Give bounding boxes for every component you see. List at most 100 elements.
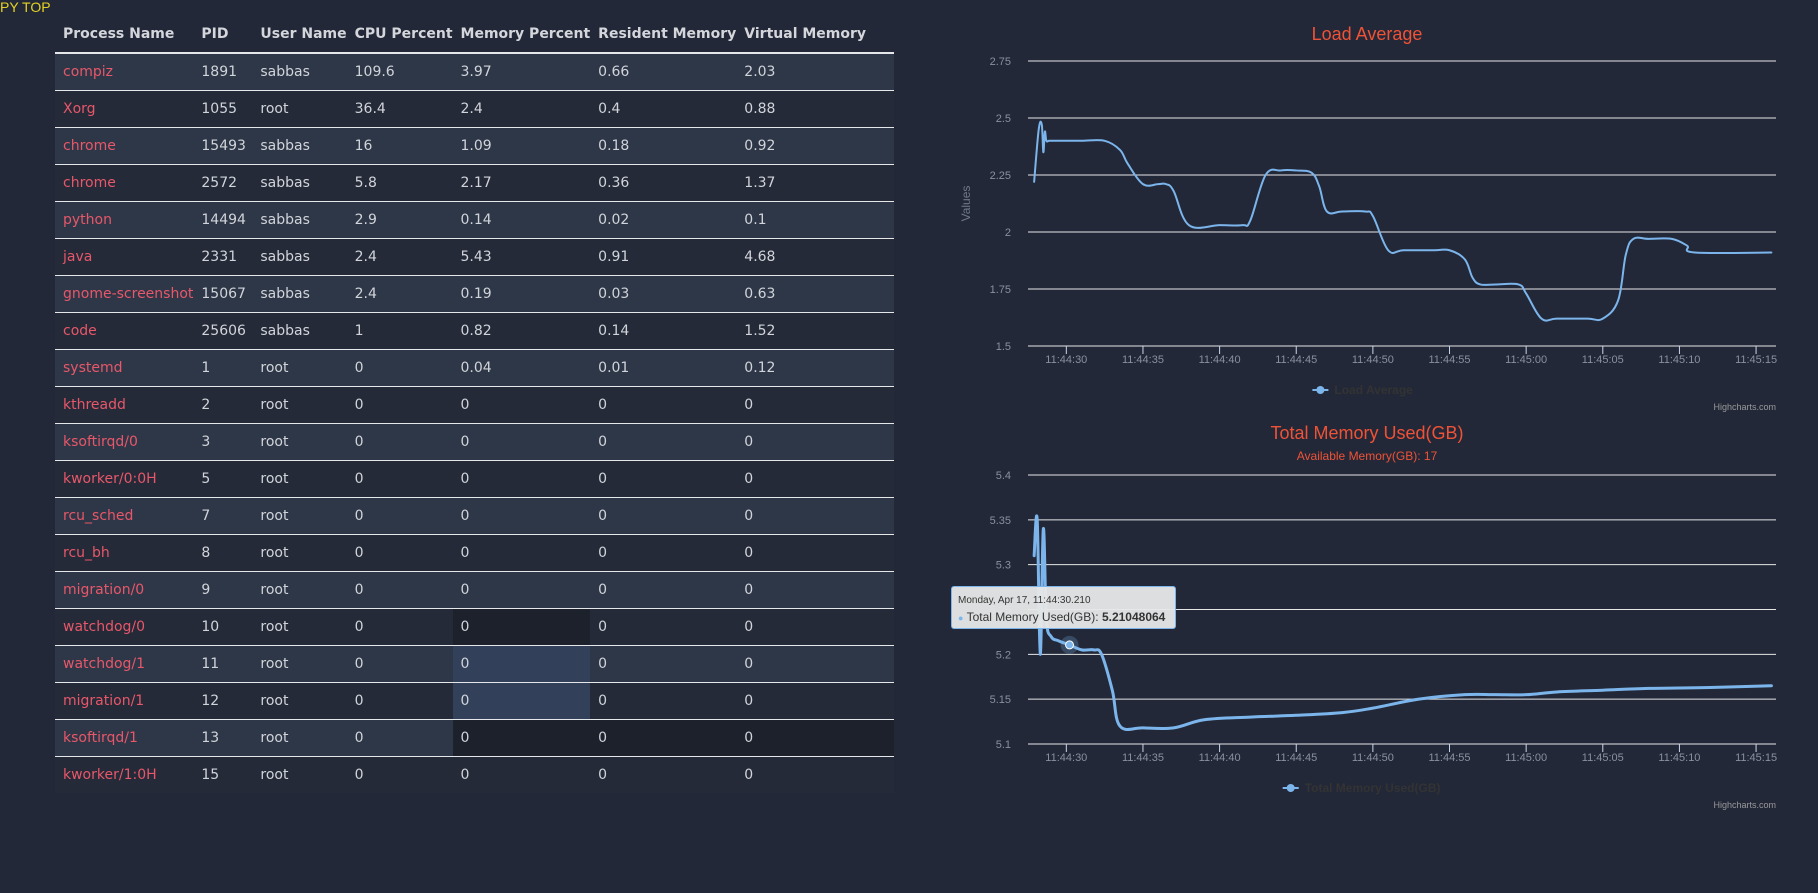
cell-cpu-percent: 0	[346, 349, 453, 387]
memory-chart-x-tick-label: 11:44:55	[1429, 752, 1471, 764]
tooltip-value: 5.21048064	[1101, 610, 1166, 624]
cell-memory-percent: 0.14	[452, 201, 591, 239]
table-row[interactable]: watchdog/1 11 root 0 0 0 0	[55, 645, 894, 683]
cell-memory-percent: 5.43	[452, 238, 591, 276]
cell-resident-memory: 0.66	[590, 52, 737, 91]
cell-process-name: systemd	[55, 349, 194, 387]
cell-resident-memory: 0.91	[590, 238, 737, 276]
memory-used-chart[interactable]: Total Memory Used(GB) Available Memory(GB…	[955, 415, 1785, 815]
table-row[interactable]: watchdog/0 10 root 0 0 0 0	[55, 608, 894, 646]
column-header-resident-memory[interactable]: Resident Memory	[590, 15, 737, 54]
cell-resident-memory: 0.14	[590, 312, 737, 350]
column-header-process-name[interactable]: Process Name	[55, 15, 194, 54]
memory-chart-x-tick-label: 11:44:45	[1275, 752, 1317, 764]
memory-chart-legend-marker-icon	[1286, 784, 1295, 792]
table-body: compiz 1891 sabbas 109.6 3.97 0.66 2.03 Xorg 105…	[55, 52, 894, 793]
cell-pid: 15493	[193, 127, 253, 165]
cell-user-name: root	[252, 90, 347, 128]
tooltip-series-dot-icon: ●	[958, 613, 964, 623]
cell-memory-percent: 0	[452, 571, 591, 609]
cell-pid: 2	[193, 386, 253, 424]
table-row[interactable]: kworker/1:0H 15 root 0 0 0 0	[55, 756, 894, 793]
cell-memory-percent: 0.82	[452, 312, 591, 350]
cell-pid: 15067	[193, 275, 253, 313]
memory-chart-y-tick-label: 5.3	[996, 560, 1011, 572]
table-row[interactable]: rcu_sched 7 root 0 0 0 0	[55, 497, 894, 535]
cell-virtual-memory: 0.63	[736, 275, 894, 313]
cell-pid: 5	[193, 460, 253, 498]
table-row[interactable]: gnome-screenshot 15067 sabbas 2.4 0.19 0.03 0.…	[55, 275, 894, 313]
tooltip-series-label: Total Memory Used(GB):	[966, 610, 1099, 624]
cell-cpu-percent: 0	[346, 386, 453, 424]
cell-virtual-memory: 4.68	[736, 238, 894, 276]
cell-resident-memory: 0.18	[590, 127, 737, 165]
table-row[interactable]: code 25606 sabbas 1 0.82 0.14 1.52	[55, 312, 894, 350]
column-header-cpu-percent[interactable]: CPU Percent	[346, 15, 453, 54]
memory-chart-x-tick-label: 11:44:30	[1045, 752, 1087, 764]
load-chart-x-tick-label: 11:44:50	[1352, 354, 1394, 366]
cell-process-name: gnome-screenshot	[55, 275, 194, 313]
cell-pid: 1891	[193, 52, 253, 91]
table-row[interactable]: python 14494 sabbas 2.9 0.14 0.02 0.1	[55, 201, 894, 239]
column-header-user-name[interactable]: User Name	[252, 15, 347, 54]
cell-memory-percent: 2.17	[452, 164, 591, 202]
memory-chart-x-tick-label: 11:44:50	[1352, 752, 1394, 764]
memory-chart-y-tick-label: 5.4	[996, 470, 1011, 482]
load-average-chart[interactable]: Load Average Values 1.5 1.75 2 2.25 2.5 2.75 11:…	[955, 15, 1785, 415]
memory-chart-y-tick-label: 5.35	[990, 515, 1011, 527]
load-chart-x-tick-label: 11:45:15	[1735, 354, 1777, 366]
cell-virtual-memory: 0	[736, 682, 894, 720]
table-row[interactable]: migration/1 12 root 0 0 0 0	[55, 682, 894, 720]
table-header-row: Process Name PID User Name CPU Percent M…	[55, 15, 894, 54]
cell-process-name: java	[55, 238, 194, 276]
cell-resident-memory: 0.02	[590, 201, 737, 239]
cell-cpu-percent: 0	[346, 719, 453, 757]
cell-cpu-percent: 2.9	[346, 201, 453, 239]
load-chart-legend-label[interactable]: Load Average	[1334, 383, 1413, 397]
cell-process-name: kworker/0:0H	[55, 460, 194, 498]
cell-user-name: sabbas	[252, 312, 347, 350]
cell-virtual-memory: 0	[736, 534, 894, 572]
cell-pid: 1055	[193, 90, 253, 128]
table-row[interactable]: ksoftirqd/0 3 root 0 0 0 0	[55, 423, 894, 461]
column-header-virtual-memory[interactable]: Virtual Memory	[736, 15, 894, 54]
cell-resident-memory: 0	[590, 534, 737, 572]
cell-user-name: root	[252, 534, 347, 572]
table-row[interactable]: chrome 2572 sabbas 5.8 2.17 0.36 1.37	[55, 164, 894, 202]
cell-user-name: sabbas	[252, 238, 347, 276]
table-row[interactable]: compiz 1891 sabbas 109.6 3.97 0.66 2.03	[55, 52, 894, 91]
table-row[interactable]: ksoftirqd/1 13 root 0 0 0 0	[55, 719, 894, 757]
cell-pid: 2331	[193, 238, 253, 276]
cell-user-name: root	[252, 682, 347, 720]
cell-pid: 9	[193, 571, 253, 609]
table-row[interactable]: java 2331 sabbas 2.4 5.43 0.91 4.68	[55, 238, 894, 276]
table-row[interactable]: systemd 1 root 0 0.04 0.01 0.12	[55, 349, 894, 387]
cell-cpu-percent: 2.4	[346, 275, 453, 313]
table-row[interactable]: rcu_bh 8 root 0 0 0 0	[55, 534, 894, 572]
memory-chart-legend-label[interactable]: Total Memory Used(GB)	[1305, 781, 1441, 795]
column-header-memory-percent[interactable]: Memory Percent	[452, 15, 591, 54]
load-chart-y-tick-label: 2	[1005, 227, 1011, 239]
table-row[interactable]: kworker/0:0H 5 root 0 0 0 0	[55, 460, 894, 498]
memory-chart-subtitle: Available Memory(GB): 17	[1297, 449, 1438, 463]
table-row[interactable]: kthreadd 2 root 0 0 0 0	[55, 386, 894, 424]
cell-virtual-memory: 2.03	[736, 52, 894, 91]
memory-chart-x-tick-label: 11:45:10	[1658, 752, 1700, 764]
column-header-pid[interactable]: PID	[193, 15, 253, 54]
cell-pid: 14494	[193, 201, 253, 239]
cell-memory-percent: 0	[452, 497, 591, 535]
app-title: PY TOP	[0, 0, 51, 15]
cell-resident-memory: 0	[590, 645, 737, 683]
load-chart-x-tick-label: 11:44:30	[1045, 354, 1087, 366]
load-chart-series-line	[1033, 120, 1773, 322]
load-chart-x-tick-label: 11:44:35	[1122, 354, 1164, 366]
table-row[interactable]: Xorg 1055 root 36.4 2.4 0.4 0.88	[55, 90, 894, 128]
cell-resident-memory: 0.4	[590, 90, 737, 128]
cell-process-name: python	[55, 201, 194, 239]
cell-cpu-percent: 2.4	[346, 238, 453, 276]
cell-virtual-memory: 0	[736, 386, 894, 424]
cell-cpu-percent: 0	[346, 608, 453, 646]
table-row[interactable]: migration/0 9 root 0 0 0 0	[55, 571, 894, 609]
cell-memory-percent: 1.09	[452, 127, 591, 165]
table-row[interactable]: chrome 15493 sabbas 16 1.09 0.18 0.92	[55, 127, 894, 165]
